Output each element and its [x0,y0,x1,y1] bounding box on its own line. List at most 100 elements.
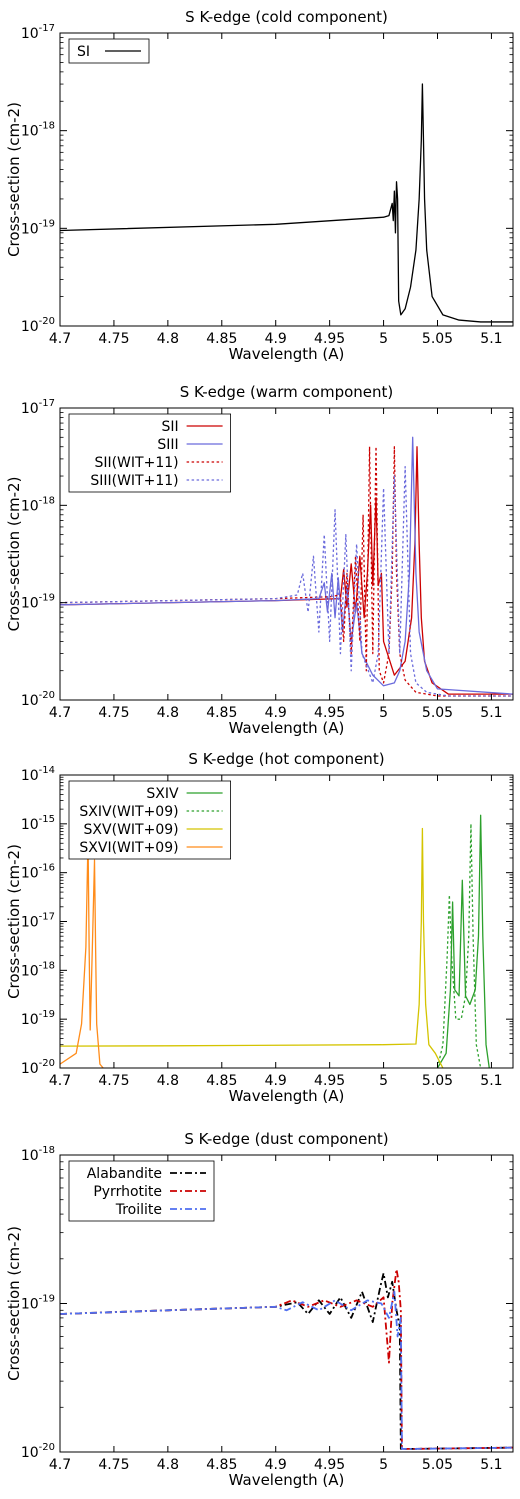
x-tick-label: 4.9 [265,1073,287,1089]
x-tick-label: 5.05 [422,331,453,347]
x-tick-label: 4.9 [265,331,287,347]
legend-label: SXIV(WIT+09) [79,804,178,820]
series-line-alabandite [60,1272,513,1450]
legend: Alabandite Pyrrhotite Troilite [68,1160,215,1222]
x-tick-label: 4.85 [206,1457,237,1473]
y-tick-label: 10-18 [21,121,55,140]
x-tick-label: 4.95 [314,1073,345,1089]
y-tick-label: 10-19 [21,218,55,237]
y-tick-label: 10-18 [21,495,55,514]
x-tick-label: 4.8 [157,1457,179,1473]
x-axis-label: Wavelength (A) [229,1471,345,1489]
x-tick-label: 4.75 [98,1457,129,1473]
x-tick-label: 4.8 [157,1073,179,1089]
y-tick-label: 10-20 [21,316,55,335]
y-tick-label: 10-17 [21,912,55,931]
legend-label: SII [161,419,178,435]
series-line-siii [60,436,513,695]
y-tick-label: 10-20 [21,690,55,709]
x-tick-label: 4.75 [98,331,129,347]
x-axis-label: Wavelength (A) [229,1087,345,1105]
chart-panel-3: S K-edge (dust component) 4.7 4.75 4.8 4.85 4… [5,1130,514,1489]
x-tick-label: 5.1 [480,331,502,347]
chart-title: S K-edge (cold component) [185,8,388,26]
y-tick-label: 10-17 [21,398,55,417]
x-tick-label: 4.95 [314,705,345,721]
x-tick-label: 5 [379,331,388,347]
x-tick-label: 4.85 [206,705,237,721]
chart-title: S K-edge (hot component) [188,750,384,768]
y-tick-label: 10-17 [21,23,55,42]
x-tick-label: 5.05 [422,1457,453,1473]
y-tick-label: 10-18 [21,1145,55,1164]
x-tick-label: 4.85 [206,1073,237,1089]
y-tick-label: 10-19 [21,593,55,612]
legend-label: SXIV [146,786,179,802]
legend-box [68,780,232,860]
series-line-pyrrhotite [60,1268,513,1450]
y-tick-label: 10-19 [21,1294,55,1313]
x-tick-label: 5.05 [422,705,453,721]
series-line-sxiv [436,814,490,1068]
x-tick-label: 5 [379,1457,388,1473]
y-axis-label: Cross-section (cm-2) [5,477,23,632]
x-tick-label: 4.85 [206,331,237,347]
x-axis-label: Wavelength (A) [229,345,345,363]
legend: SXIV SXIV(WIT+09) SXV(WIT+09) SXVI(WIT+09) [68,780,232,860]
y-tick-label: 10-19 [21,1009,55,1028]
legend-label: SXV(WIT+09) [84,822,179,838]
y-tick-label: 10-16 [21,863,55,882]
legend: SI [68,38,150,64]
legend-label: SIII(WIT+11) [90,473,178,489]
x-tick-label: 4.8 [157,705,179,721]
y-tick-label: 10-18 [21,960,55,979]
x-axis-label: Wavelength (A) [229,719,345,737]
x-tick-label: 4.7 [49,1457,71,1473]
legend-label: SI [77,44,90,60]
y-tick-label: 10-14 [21,765,55,784]
legend-label: Alabandite [87,1166,162,1182]
plot-frame [59,32,514,327]
series-line-si [60,83,513,323]
x-tick-label: 4.75 [98,1073,129,1089]
x-tick-label: 5.1 [480,1457,502,1473]
x-tick-label: 4.75 [98,705,129,721]
y-axis-label: Cross-section (cm-2) [5,1226,23,1381]
series-line-sii-wit-11- [60,446,513,697]
y-tick-label: 10-20 [21,1442,55,1461]
plot-frame [59,407,514,701]
legend-box [68,413,232,493]
y-axis-label: Cross-section (cm-2) [5,844,23,999]
legend-label: Troilite [115,1202,162,1218]
x-tick-label: 4.95 [314,331,345,347]
legend-label: SXVI(WIT+09) [79,840,178,856]
series-line-sxv-wit-09- [60,827,444,1068]
x-tick-label: 5.05 [422,1073,453,1089]
series-line-troilite [60,1290,513,1450]
chart-panel-0: S K-edge (cold component) 4.7 4.75 4.8 4.85 4… [5,8,514,363]
chart-title: S K-edge (warm component) [180,383,394,401]
chart-title: S K-edge (dust component) [184,1130,388,1148]
x-tick-label: 5 [379,1073,388,1089]
y-tick-label: 10-20 [21,1058,55,1077]
series-line-sxvi-wit-09- [60,837,104,1068]
x-tick-label: 4.7 [49,1073,71,1089]
x-tick-label: 5 [379,705,388,721]
x-tick-label: 4.9 [265,1457,287,1473]
y-axis-label: Cross-section (cm-2) [5,102,23,257]
x-tick-label: 5.1 [480,1073,502,1089]
chart-panel-2: S K-edge (hot component) 4.7 4.75 4.8 4.85 4.… [5,750,514,1105]
x-tick-label: 4.8 [157,331,179,347]
legend: SII SIII SII(WIT+11) SIII(WIT+11) [68,413,232,493]
x-tick-label: 4.9 [265,705,287,721]
x-tick-label: 4.7 [49,705,71,721]
legend-label: Pyrrhotite [93,1184,162,1200]
legend-label: SII(WIT+11) [94,455,178,471]
legend-label: SIII [157,437,178,453]
y-tick-label: 10-15 [21,814,55,833]
x-tick-label: 4.7 [49,331,71,347]
series-line-sxiv-wit-09- [436,823,482,1068]
x-tick-label: 5.1 [480,705,502,721]
series-line-siii-wit-11- [60,465,513,697]
